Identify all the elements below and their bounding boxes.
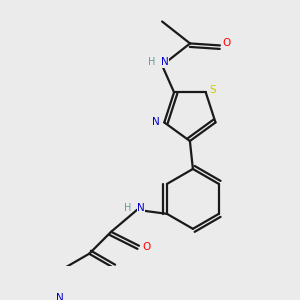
Text: H: H bbox=[124, 203, 132, 213]
Text: O: O bbox=[142, 242, 150, 252]
Text: N: N bbox=[152, 117, 160, 128]
Text: N: N bbox=[137, 203, 145, 213]
Text: O: O bbox=[223, 38, 231, 48]
Text: N: N bbox=[56, 292, 64, 300]
Text: S: S bbox=[209, 85, 216, 95]
Text: N: N bbox=[161, 57, 169, 68]
Text: H: H bbox=[148, 57, 156, 68]
